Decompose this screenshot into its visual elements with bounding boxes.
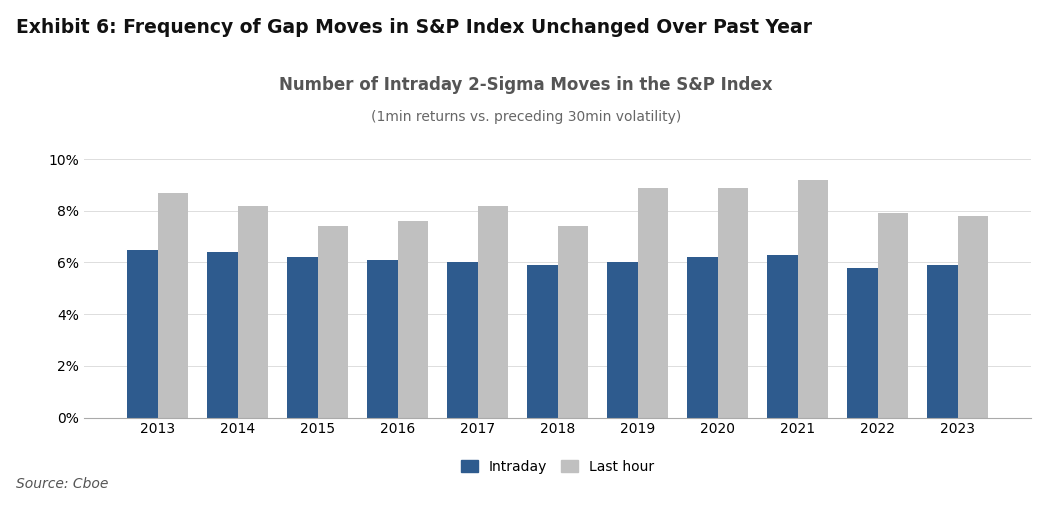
Bar (367, 260, 398, 418)
Bar (127, 250, 158, 418)
Bar (957, 216, 988, 418)
Bar (847, 268, 877, 418)
Bar (767, 255, 797, 418)
Text: Source: Cboe: Source: Cboe (16, 477, 108, 491)
Bar (527, 265, 558, 418)
Text: Number of Intraday 2-Sigma Moves in the S&P Index: Number of Intraday 2-Sigma Moves in the … (279, 76, 773, 93)
Bar (287, 257, 318, 418)
Bar (717, 187, 748, 418)
Bar (238, 206, 268, 418)
Bar (398, 221, 428, 418)
Bar (447, 263, 478, 418)
Bar (607, 263, 638, 418)
Bar (207, 252, 238, 418)
Bar (877, 213, 908, 418)
Legend: Intraday, Last hour: Intraday, Last hour (461, 460, 654, 474)
Bar (638, 187, 668, 418)
Bar (158, 193, 188, 418)
Text: Exhibit 6: Frequency of Gap Moves in S&P Index Unchanged Over Past Year: Exhibit 6: Frequency of Gap Moves in S&P… (16, 18, 812, 37)
Bar (927, 265, 957, 418)
Text: (1min returns vs. preceding 30min volatility): (1min returns vs. preceding 30min volati… (371, 110, 681, 124)
Bar (558, 227, 588, 418)
Bar (687, 257, 717, 418)
Bar (318, 227, 348, 418)
Bar (797, 180, 828, 418)
Bar (478, 206, 508, 418)
